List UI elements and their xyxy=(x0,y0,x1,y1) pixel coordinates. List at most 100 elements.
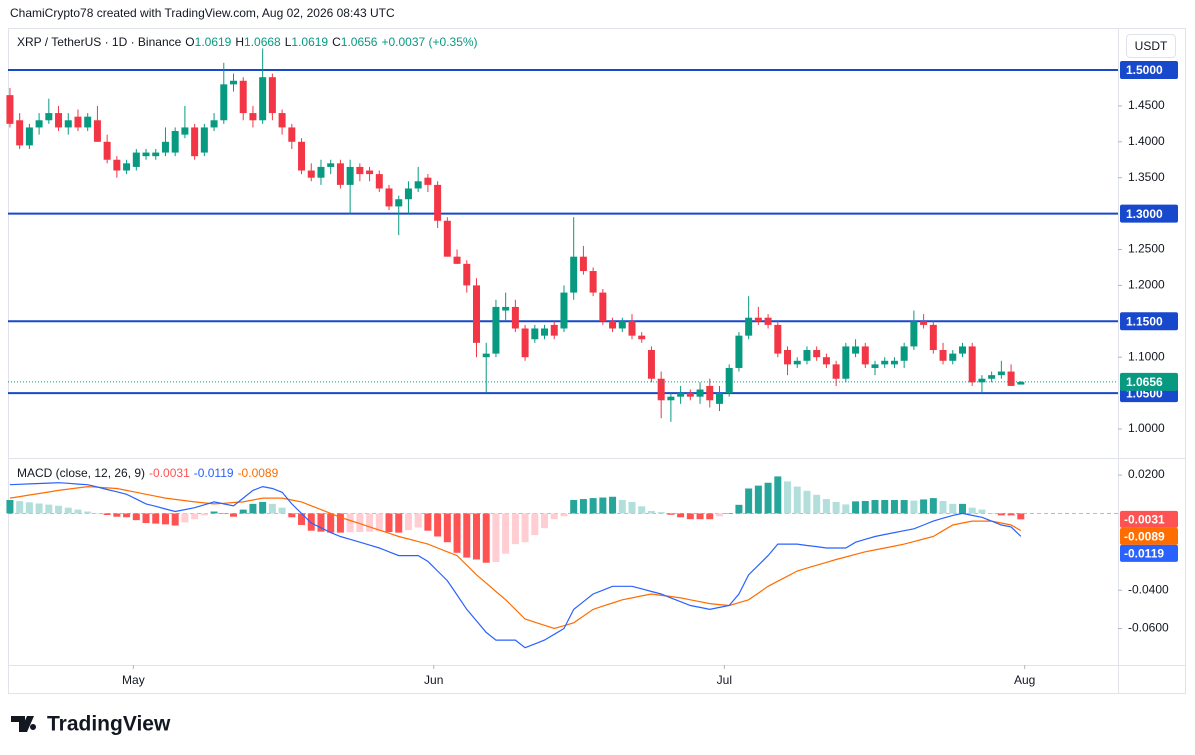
candle-body xyxy=(813,350,821,358)
candle-body xyxy=(249,113,257,121)
signal-line xyxy=(9,485,1022,630)
last-price-box xyxy=(1120,372,1178,391)
macd-histogram-bar xyxy=(25,502,33,514)
ohlc-letter: H xyxy=(235,35,245,49)
y-tick-label: 1.4500 xyxy=(1128,98,1165,112)
macd-histogram-bar xyxy=(191,513,199,520)
macd-histogram-bar xyxy=(288,513,296,518)
candle-body xyxy=(978,378,986,383)
hist-value: -0.0031 xyxy=(149,466,190,480)
ohlc-letter: L xyxy=(284,35,292,49)
macd-histogram-bar xyxy=(638,506,646,514)
candle-body xyxy=(210,120,218,128)
macd-title: MACD (close, 12, 26, 9) xyxy=(17,466,146,480)
candle-body xyxy=(890,360,898,365)
macd-histogram-bar xyxy=(813,494,821,514)
macd-value-label: -0.0119 xyxy=(1124,547,1164,561)
macd-histogram-bar xyxy=(239,509,247,514)
candle-body xyxy=(939,350,947,361)
ohlc-value: 1.0619 xyxy=(291,35,329,49)
macd-histogram-bar xyxy=(443,513,451,543)
y-tick-label: 1.4000 xyxy=(1128,134,1165,148)
candle-body xyxy=(336,163,344,185)
macd-histogram-bar xyxy=(677,513,685,518)
candle-body xyxy=(715,393,723,404)
macd-histogram-bar xyxy=(550,513,558,520)
level-label-box xyxy=(1120,61,1178,80)
candle-body xyxy=(132,152,140,167)
hist-value-box xyxy=(1120,510,1178,528)
ohlc-letter: O xyxy=(185,35,195,49)
macd-histogram-bar xyxy=(618,500,626,514)
candle-body xyxy=(871,364,879,368)
macd-histogram-bar xyxy=(822,499,830,514)
candle-body xyxy=(220,84,228,121)
candle-body xyxy=(988,375,996,379)
macd-histogram-bar xyxy=(997,513,1005,516)
candle-body xyxy=(453,256,461,264)
macd-histogram-bar xyxy=(35,503,43,514)
candle-body xyxy=(589,271,597,293)
macd-histogram-bar xyxy=(123,513,131,518)
last-price-label: 1.0656 xyxy=(1126,375,1163,389)
candle-body xyxy=(327,163,335,167)
macd-histogram-bar xyxy=(842,504,850,514)
x-tick-label: Aug xyxy=(1014,673,1035,687)
candle-body xyxy=(230,80,237,85)
candle-body xyxy=(638,335,646,340)
candle-body xyxy=(511,306,519,329)
ohlc-value: 1.0668 xyxy=(244,35,281,49)
macd-histogram-bar xyxy=(968,507,976,514)
macd-histogram-bar xyxy=(667,513,675,515)
macd-histogram-bar xyxy=(803,490,811,514)
candle-body xyxy=(570,256,578,293)
candle-body xyxy=(385,188,393,207)
candle-body xyxy=(472,285,480,343)
macd-histogram-bar xyxy=(161,513,169,525)
ohlc-value: 1.0656 xyxy=(340,35,378,49)
currency-button[interactable]: USDT xyxy=(1126,34,1176,58)
level-label-box xyxy=(1120,204,1178,223)
candle-body xyxy=(181,127,189,135)
macd-histogram-bar xyxy=(1007,513,1015,516)
macd-histogram-bar xyxy=(278,507,286,514)
macd-histogram-bar xyxy=(181,513,189,523)
candle-body xyxy=(531,328,539,340)
candle-body xyxy=(686,393,694,397)
candle-body xyxy=(754,317,762,322)
candle-body xyxy=(346,166,354,185)
macd-histogram-bar xyxy=(686,513,694,520)
macd-histogram-bar xyxy=(103,513,111,515)
candle-body xyxy=(288,127,296,142)
macd-histogram-bar xyxy=(385,513,393,533)
candle-body xyxy=(852,346,860,354)
candle-body xyxy=(307,170,315,178)
candle-body xyxy=(298,141,306,171)
candle-body xyxy=(123,163,131,171)
macd-histogram-bar xyxy=(521,513,529,543)
macd-histogram-bar xyxy=(463,513,471,558)
candle-body xyxy=(414,181,422,189)
macd-histogram-bar xyxy=(74,509,82,514)
candle-body xyxy=(191,127,199,157)
macd-value: -0.0119 xyxy=(193,466,234,480)
macd-histogram-bar xyxy=(200,513,208,516)
macd-histogram-bar xyxy=(881,500,889,514)
candle-body xyxy=(803,350,811,361)
candle-body xyxy=(550,324,558,336)
level-label: 1.3000 xyxy=(1126,207,1163,221)
macd-histogram-bar xyxy=(900,500,908,514)
candle-body xyxy=(822,357,830,365)
macd-histogram-bar xyxy=(472,513,480,560)
hist-value-label: -0.0031 xyxy=(1124,513,1165,527)
candle-body xyxy=(366,170,374,175)
level-label: 1.1500 xyxy=(1126,314,1163,328)
candle-body xyxy=(647,350,655,379)
candle-body xyxy=(152,152,160,157)
macd-histogram-bar xyxy=(978,509,986,514)
macd-histogram-bar xyxy=(609,496,617,514)
ohlc-item: C1.0656 xyxy=(332,35,381,49)
candle-body xyxy=(171,131,179,153)
ohlc-item: H1.0668 xyxy=(235,35,284,49)
